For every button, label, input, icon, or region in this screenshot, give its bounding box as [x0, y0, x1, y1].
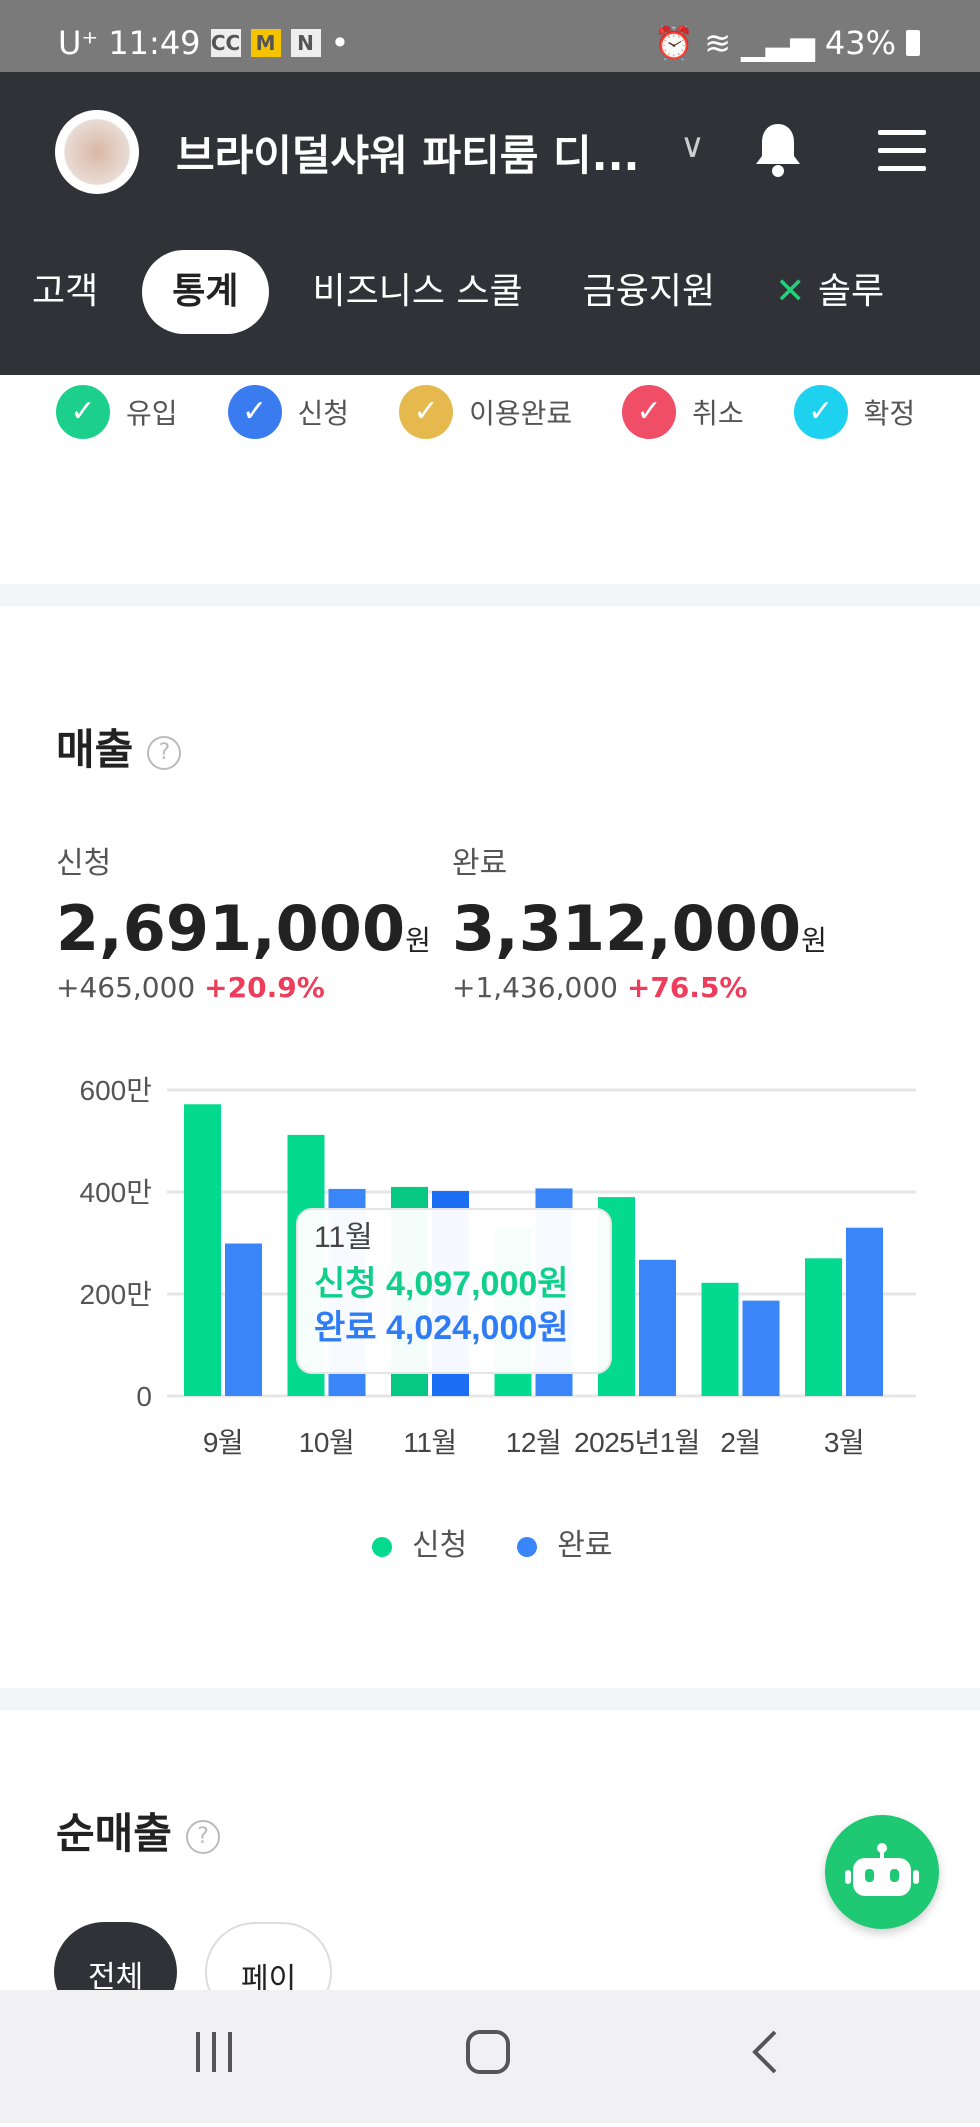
filter-used[interactable]: ✓ 이용완료 — [399, 385, 572, 439]
completed-stat: 완료 3,312,000원 +1,436,000 +76.5% — [452, 846, 827, 1004]
main-tabs: 고객 통계 비즈니스 스쿨 금융지원 ✕ 솔루 — [0, 250, 914, 334]
status-bar: U⁺ 11:49 CC M N • ⏰ ≋ ▁▃▅ 43% — [0, 0, 980, 72]
system-nav-bar — [0, 1990, 980, 2123]
tab-statistics[interactable]: 통계 — [142, 250, 269, 334]
check-icon: ✓ — [56, 385, 110, 439]
robot-icon — [845, 1843, 919, 1896]
m-icon: M — [250, 29, 281, 57]
x-tick-label: 10월 — [299, 1427, 354, 1458]
legend-applied[interactable]: 신청 — [372, 1520, 467, 1564]
solution-icon: ✕ — [775, 271, 818, 312]
bar-completed[interactable] — [639, 1259, 676, 1396]
check-icon: ✓ — [622, 385, 677, 439]
applied-stat: 신청 2,691,000원 +465,000 +20.9% — [56, 846, 431, 1004]
clock: 11:49 — [108, 24, 201, 62]
y-tick-label: 600만 — [80, 1075, 152, 1106]
x-tick-label: 11월 — [403, 1427, 456, 1458]
x-tick-label: 2025년1월 — [574, 1427, 700, 1458]
filter-confirmed[interactable]: ✓ 확정 — [793, 385, 915, 439]
back-icon[interactable] — [752, 2030, 777, 2074]
wifi-icon: ≋ — [704, 24, 732, 62]
check-icon: ✓ — [227, 385, 282, 439]
bar-completed[interactable] — [846, 1227, 883, 1396]
n-icon: N — [290, 29, 321, 57]
divider — [0, 1688, 980, 1710]
check-icon: ✓ — [793, 385, 848, 439]
legend-completed[interactable]: 완료 — [517, 1520, 612, 1564]
filter-canceled[interactable]: ✓ 취소 — [622, 385, 744, 439]
chevron-down-icon[interactable]: ∨ — [680, 126, 705, 166]
x-tick-label: 2월 — [720, 1427, 760, 1458]
bar-completed[interactable] — [742, 1300, 780, 1396]
tab-business-school[interactable]: 비즈니스 스쿨 — [312, 271, 523, 312]
carrier: U⁺ — [58, 24, 99, 62]
y-tick-label: 0 — [136, 1381, 152, 1412]
bell-icon[interactable] — [752, 122, 804, 178]
tab-customers[interactable]: 고객 — [32, 271, 99, 312]
help-icon[interactable]: ? — [185, 1819, 220, 1854]
bar-applied[interactable] — [184, 1104, 221, 1396]
divider — [0, 584, 980, 606]
cc-icon: CC — [210, 29, 241, 57]
avatar[interactable] — [55, 110, 139, 194]
app-header: 브라이덜샤워 파티룸 디... ∨ 고객 통계 비즈니스 스쿨 금융지원 ✕ 솔… — [0, 72, 980, 375]
bar-applied[interactable] — [805, 1258, 842, 1396]
alarm-icon: ⏰ — [654, 24, 695, 62]
x-tick-label: 12월 — [506, 1427, 561, 1458]
chart-tooltip: 11월 신청 4,097,000원 완료 4,024,000원 — [296, 1208, 612, 1374]
check-icon: ✓ — [399, 385, 454, 439]
dot-icon: • — [330, 24, 350, 62]
status-filter-legend: ✓ 유입 ✓ 신청 ✓ 이용완료 ✓ 취소 ✓ 확정 — [56, 385, 915, 439]
x-tick-label: 3월 — [824, 1427, 864, 1458]
help-icon[interactable]: ? — [147, 735, 182, 770]
filter-inflow[interactable]: ✓ 유입 — [56, 385, 178, 439]
bar-applied[interactable] — [701, 1282, 739, 1396]
net-sales-title: 순매출? — [56, 1800, 220, 1861]
bar-completed[interactable] — [225, 1243, 262, 1396]
chatbot-button[interactable] — [825, 1815, 939, 1929]
battery-level: 43% — [824, 24, 896, 62]
store-title[interactable]: 브라이덜샤워 파티룸 디... — [176, 131, 640, 180]
home-icon[interactable] — [466, 2030, 510, 2074]
y-tick-label: 200만 — [80, 1279, 152, 1310]
battery-icon — [906, 30, 920, 56]
menu-icon[interactable] — [878, 130, 926, 184]
tab-solutions[interactable]: ✕ 솔루 — [775, 271, 885, 312]
chart-legend: 신청 완료 — [372, 1520, 612, 1564]
signal-icon: ▁▃▅ — [741, 24, 815, 62]
x-tick-label: 9월 — [203, 1427, 243, 1458]
sales-title: 매출? — [56, 716, 182, 777]
filter-applied[interactable]: ✓ 신청 — [227, 385, 349, 439]
tab-financial-support[interactable]: 금융지원 — [582, 271, 716, 312]
recent-apps-icon[interactable] — [196, 2032, 232, 2072]
y-tick-label: 400만 — [80, 1177, 152, 1208]
